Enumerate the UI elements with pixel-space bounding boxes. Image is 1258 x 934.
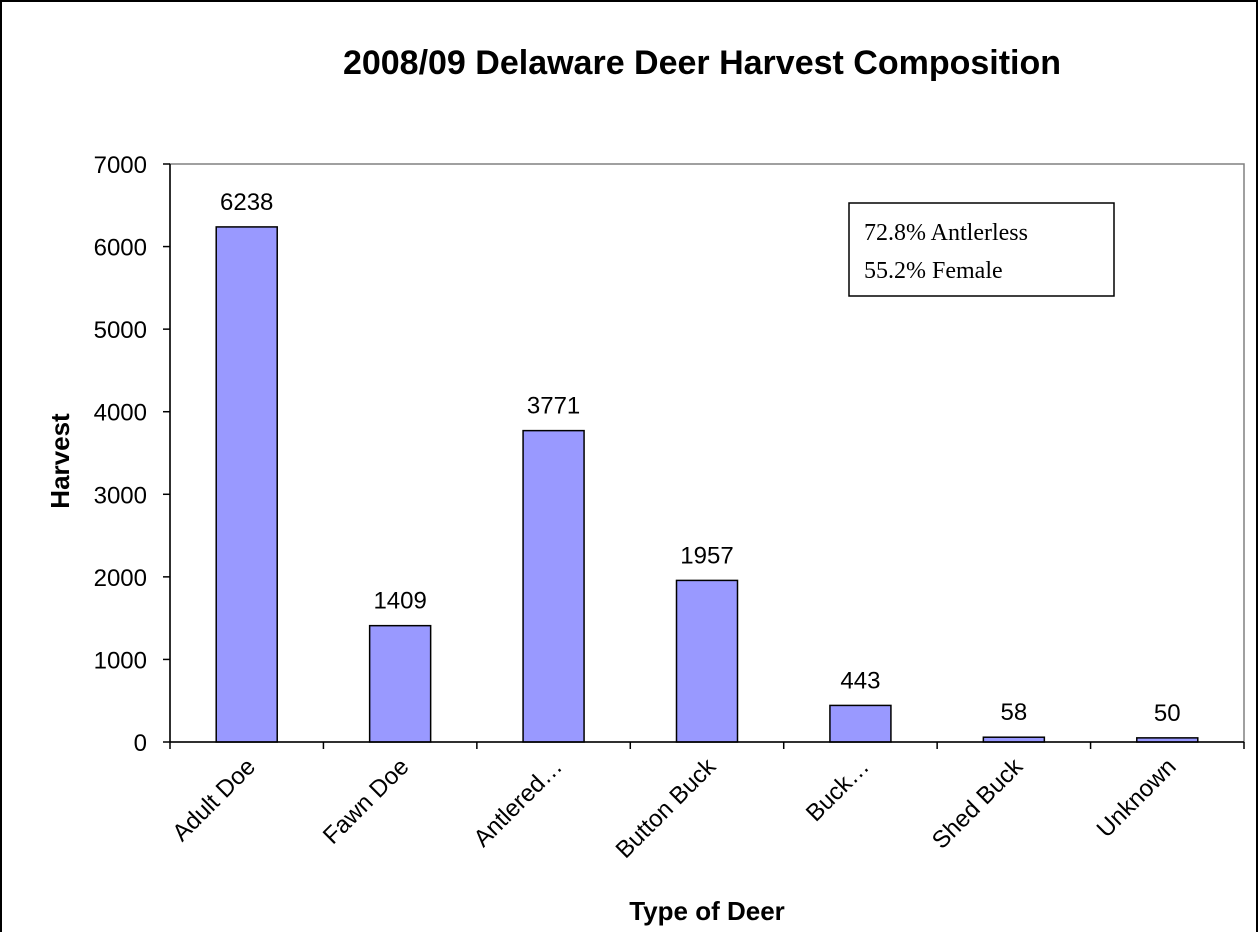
y-tick-label: 0 [134, 730, 147, 757]
y-tick-label: 4000 [94, 400, 147, 427]
annotation-line-female: 55.2% Female [864, 258, 1003, 284]
bar-4 [829, 704, 892, 743]
x-category-label: Buck… [801, 753, 875, 827]
data-label: 1409 [373, 588, 426, 615]
chart-title: 2008/09 Delaware Deer Harvest Compositio… [343, 44, 1061, 82]
data-label: 1957 [680, 542, 733, 569]
x-category-label: Button Buck [611, 752, 722, 863]
data-label: 443 [840, 667, 880, 694]
axes-layer: 0 1000 2000 3000 4000 5000 6000 7000 [94, 152, 1245, 757]
x-category-label: Shed Buck [927, 752, 1029, 854]
x-axis-title: Type of Deer [629, 896, 785, 926]
data-label: 50 [1154, 700, 1181, 727]
bar-0 [215, 226, 278, 743]
x-category-label: Antlered… [469, 753, 568, 852]
data-label: 58 [1001, 699, 1028, 726]
x-category-label: Fawn Doe [318, 753, 414, 849]
data-label: 3771 [527, 393, 580, 420]
y-tick-label: 5000 [94, 317, 147, 344]
x-category-label: Unknown [1092, 753, 1182, 843]
x-category-label: Adult Doe [167, 753, 261, 847]
annotation-line-antlerless: 72.8% Antlerless [864, 220, 1028, 246]
bar-2 [522, 429, 585, 743]
annotation-border [848, 202, 1115, 297]
y-tick-label: 1000 [94, 647, 147, 674]
y-axis-title: Harvest [45, 413, 75, 509]
bars-layer [215, 226, 1199, 743]
bar-3 [675, 579, 739, 743]
y-tick-label: 6000 [94, 235, 147, 262]
y-tick-label: 3000 [94, 482, 147, 509]
bar-1 [368, 624, 432, 743]
y-tick-label: 2000 [94, 565, 147, 592]
data-label: 6238 [220, 189, 273, 216]
y-tick-label: 7000 [94, 152, 147, 179]
annotation-box: 72.8% Antlerless 55.2% Female [848, 202, 1115, 297]
